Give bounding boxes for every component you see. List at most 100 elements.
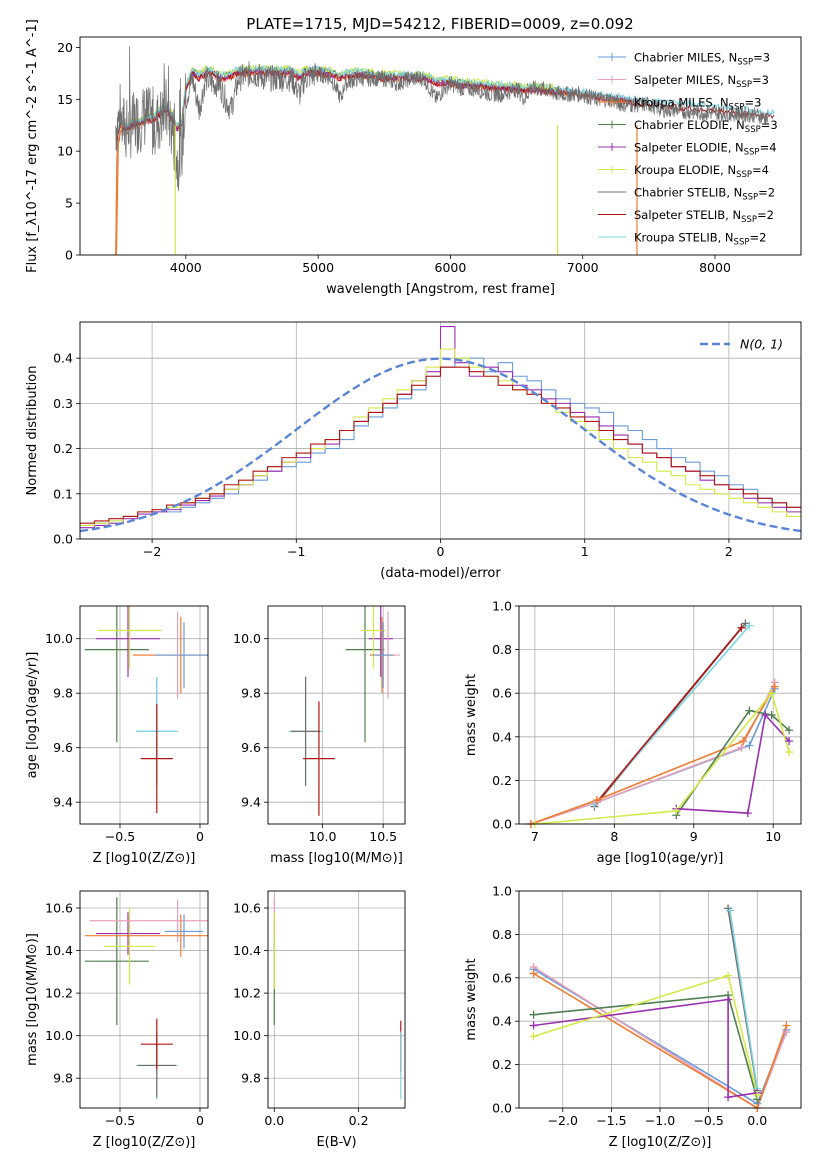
panel-spectrum: 4000 5000 6000 7000 8000 0 5 10 15 20 wavelength [… bbox=[25, 19, 802, 297]
y-tick-label: 9.8 bbox=[53, 1071, 73, 1086]
y-tick-label: 0.3 bbox=[53, 396, 73, 411]
x-tick-label: −1.5 bbox=[596, 1113, 626, 1128]
x-tick-label: −2 bbox=[143, 544, 161, 559]
x-axis-label: Z [log10(Z/Z⊙)] bbox=[93, 1135, 196, 1150]
y-tick-label: 9.8 bbox=[241, 1071, 261, 1086]
weight-line-salpeter-elodie bbox=[676, 713, 790, 814]
x-axis-label: mass [log10(M/M⊙)] bbox=[270, 851, 403, 866]
weight-point bbox=[724, 971, 733, 980]
y-tick-label: 5 bbox=[65, 196, 73, 211]
y-tick-label: 0.6 bbox=[492, 686, 512, 701]
y-tick-label: 0.2 bbox=[492, 1057, 512, 1072]
x-tick-label: 10 bbox=[765, 829, 781, 844]
y-tick-label: 10.2 bbox=[45, 986, 73, 1001]
legend-name: Chabrier STELIB, N bbox=[634, 186, 742, 200]
x-tick-label: −0.5 bbox=[105, 1113, 135, 1128]
y-tick-label: 0.8 bbox=[492, 927, 512, 942]
weight-point bbox=[743, 809, 752, 818]
weight-point bbox=[529, 1032, 538, 1041]
y-tick-label: 0.8 bbox=[492, 642, 512, 657]
legend-label: Kroupa STELIB, NSSP=2 bbox=[634, 231, 766, 248]
y-tick-label: 10 bbox=[57, 144, 73, 159]
legend-subscript: SSP bbox=[734, 238, 750, 248]
plot-area bbox=[80, 322, 801, 539]
panel-mass-vs-Z: −0.5 0 9.8 10.0 10.2 10.4 10.6 Z [log10(Z/Z⊙)] m… bbox=[25, 890, 209, 1150]
normal-curve bbox=[80, 357, 801, 533]
y-tick-label: 15 bbox=[57, 92, 73, 107]
legend-subscript: SSP bbox=[744, 148, 760, 158]
plot-area bbox=[268, 606, 405, 824]
legend-subscript: SSP bbox=[737, 58, 753, 68]
weight-point bbox=[737, 623, 746, 632]
weight-point bbox=[785, 726, 794, 735]
weight-point bbox=[745, 706, 754, 715]
x-tick-label: −1 bbox=[287, 544, 305, 559]
axes-frame bbox=[79, 605, 209, 825]
y-tick-label: 0.0 bbox=[492, 1101, 512, 1116]
legend-label: Kroupa ELODIE, NSSP=4 bbox=[634, 163, 769, 180]
y-tick-label: 10.6 bbox=[233, 901, 261, 916]
observed-spectrum-line bbox=[115, 46, 769, 192]
axes-frame bbox=[518, 890, 802, 1109]
x-tick-label: −0.5 bbox=[105, 829, 135, 844]
y-tick-label: 0.2 bbox=[53, 441, 73, 456]
y-tick-label: 10.4 bbox=[233, 943, 261, 958]
y-axis-label: mass [log10(M/M⊙)] bbox=[25, 933, 40, 1066]
weight-point bbox=[529, 969, 538, 978]
legend-label: Salpeter MILES, NSSP=3 bbox=[634, 73, 769, 90]
weight-point bbox=[724, 1093, 733, 1102]
y-tick-label: 10.2 bbox=[233, 986, 261, 1001]
y-tick-label: 9.8 bbox=[53, 686, 73, 701]
y-tick-label: 0.6 bbox=[492, 970, 512, 985]
x-axis-label: Z [log10(Z/Z⊙)] bbox=[609, 1135, 712, 1150]
y-tick-label: 1.0 bbox=[492, 599, 512, 614]
legend-subscript: SSP bbox=[736, 170, 752, 180]
weight-point bbox=[785, 748, 794, 757]
x-tick-label: 9 bbox=[690, 829, 698, 844]
weight-point bbox=[726, 906, 735, 915]
x-tick-label: 0.0 bbox=[264, 1113, 284, 1128]
weight-point bbox=[529, 1010, 538, 1019]
legend-name: Kroupa STELIB, N bbox=[634, 231, 734, 245]
x-tick-label: 10.0 bbox=[309, 829, 337, 844]
x-tick-label: 0.2 bbox=[349, 1113, 369, 1128]
plot-area bbox=[80, 606, 208, 824]
y-tick-label: 10.0 bbox=[233, 631, 261, 646]
y-tick-label: 0.4 bbox=[53, 351, 73, 366]
y-tick-label: 0.0 bbox=[492, 817, 512, 832]
weight-line-salpeter-stelib bbox=[596, 627, 743, 803]
x-tick-label: 1 bbox=[581, 544, 589, 559]
weight-line-kroupa-stelib bbox=[729, 910, 758, 1089]
legend-label: Salpeter STELIB, NSSP=2 bbox=[634, 208, 774, 225]
legend-subscript: SSP bbox=[741, 215, 757, 225]
legend-subscript: SSP bbox=[745, 125, 761, 135]
x-tick-label: 0 bbox=[196, 1113, 204, 1128]
y-tick-label: 10.0 bbox=[45, 631, 73, 646]
y-tick-label: 0 bbox=[65, 248, 73, 263]
plot-area bbox=[519, 891, 801, 1108]
y-tick-label: 0.2 bbox=[492, 773, 512, 788]
panel-residuals: −2 −1 0 1 2 0.0 0.1 0.2 0.3 0.4 (data-model)/error… bbox=[25, 321, 802, 581]
plot-area bbox=[519, 606, 801, 824]
panel-mass-vs-ebv: 0.0 0.2 9.8 10.0 10.2 10.4 10.6 E(B-V) bbox=[233, 890, 406, 1150]
legend-normal-label: N(0, 1) bbox=[740, 337, 783, 352]
x-tick-label: 5000 bbox=[302, 260, 334, 275]
axes-frame bbox=[267, 605, 406, 825]
weight-point bbox=[767, 689, 776, 698]
weight-point bbox=[753, 1090, 762, 1099]
legend-label: Kroupa MILES, NSSP=3 bbox=[634, 96, 761, 113]
y-axis-label: Normed distribution bbox=[25, 366, 40, 496]
legend-name: Chabrier ELODIE, N bbox=[634, 118, 745, 132]
legend-count: =3 bbox=[761, 118, 778, 132]
y-tick-label: 1.0 bbox=[492, 884, 512, 899]
y-tick-label: 0.0 bbox=[53, 532, 73, 547]
x-tick-label: −1.0 bbox=[645, 1113, 675, 1128]
x-axis-label: (data-model)/error bbox=[380, 566, 501, 581]
x-tick-label: −2.0 bbox=[548, 1113, 578, 1128]
x-tick-label: 4000 bbox=[170, 260, 202, 275]
plot-area bbox=[113, 46, 775, 255]
legend-count: =2 bbox=[757, 208, 774, 222]
legend-count: =3 bbox=[753, 51, 770, 65]
weight-point bbox=[724, 995, 733, 1004]
